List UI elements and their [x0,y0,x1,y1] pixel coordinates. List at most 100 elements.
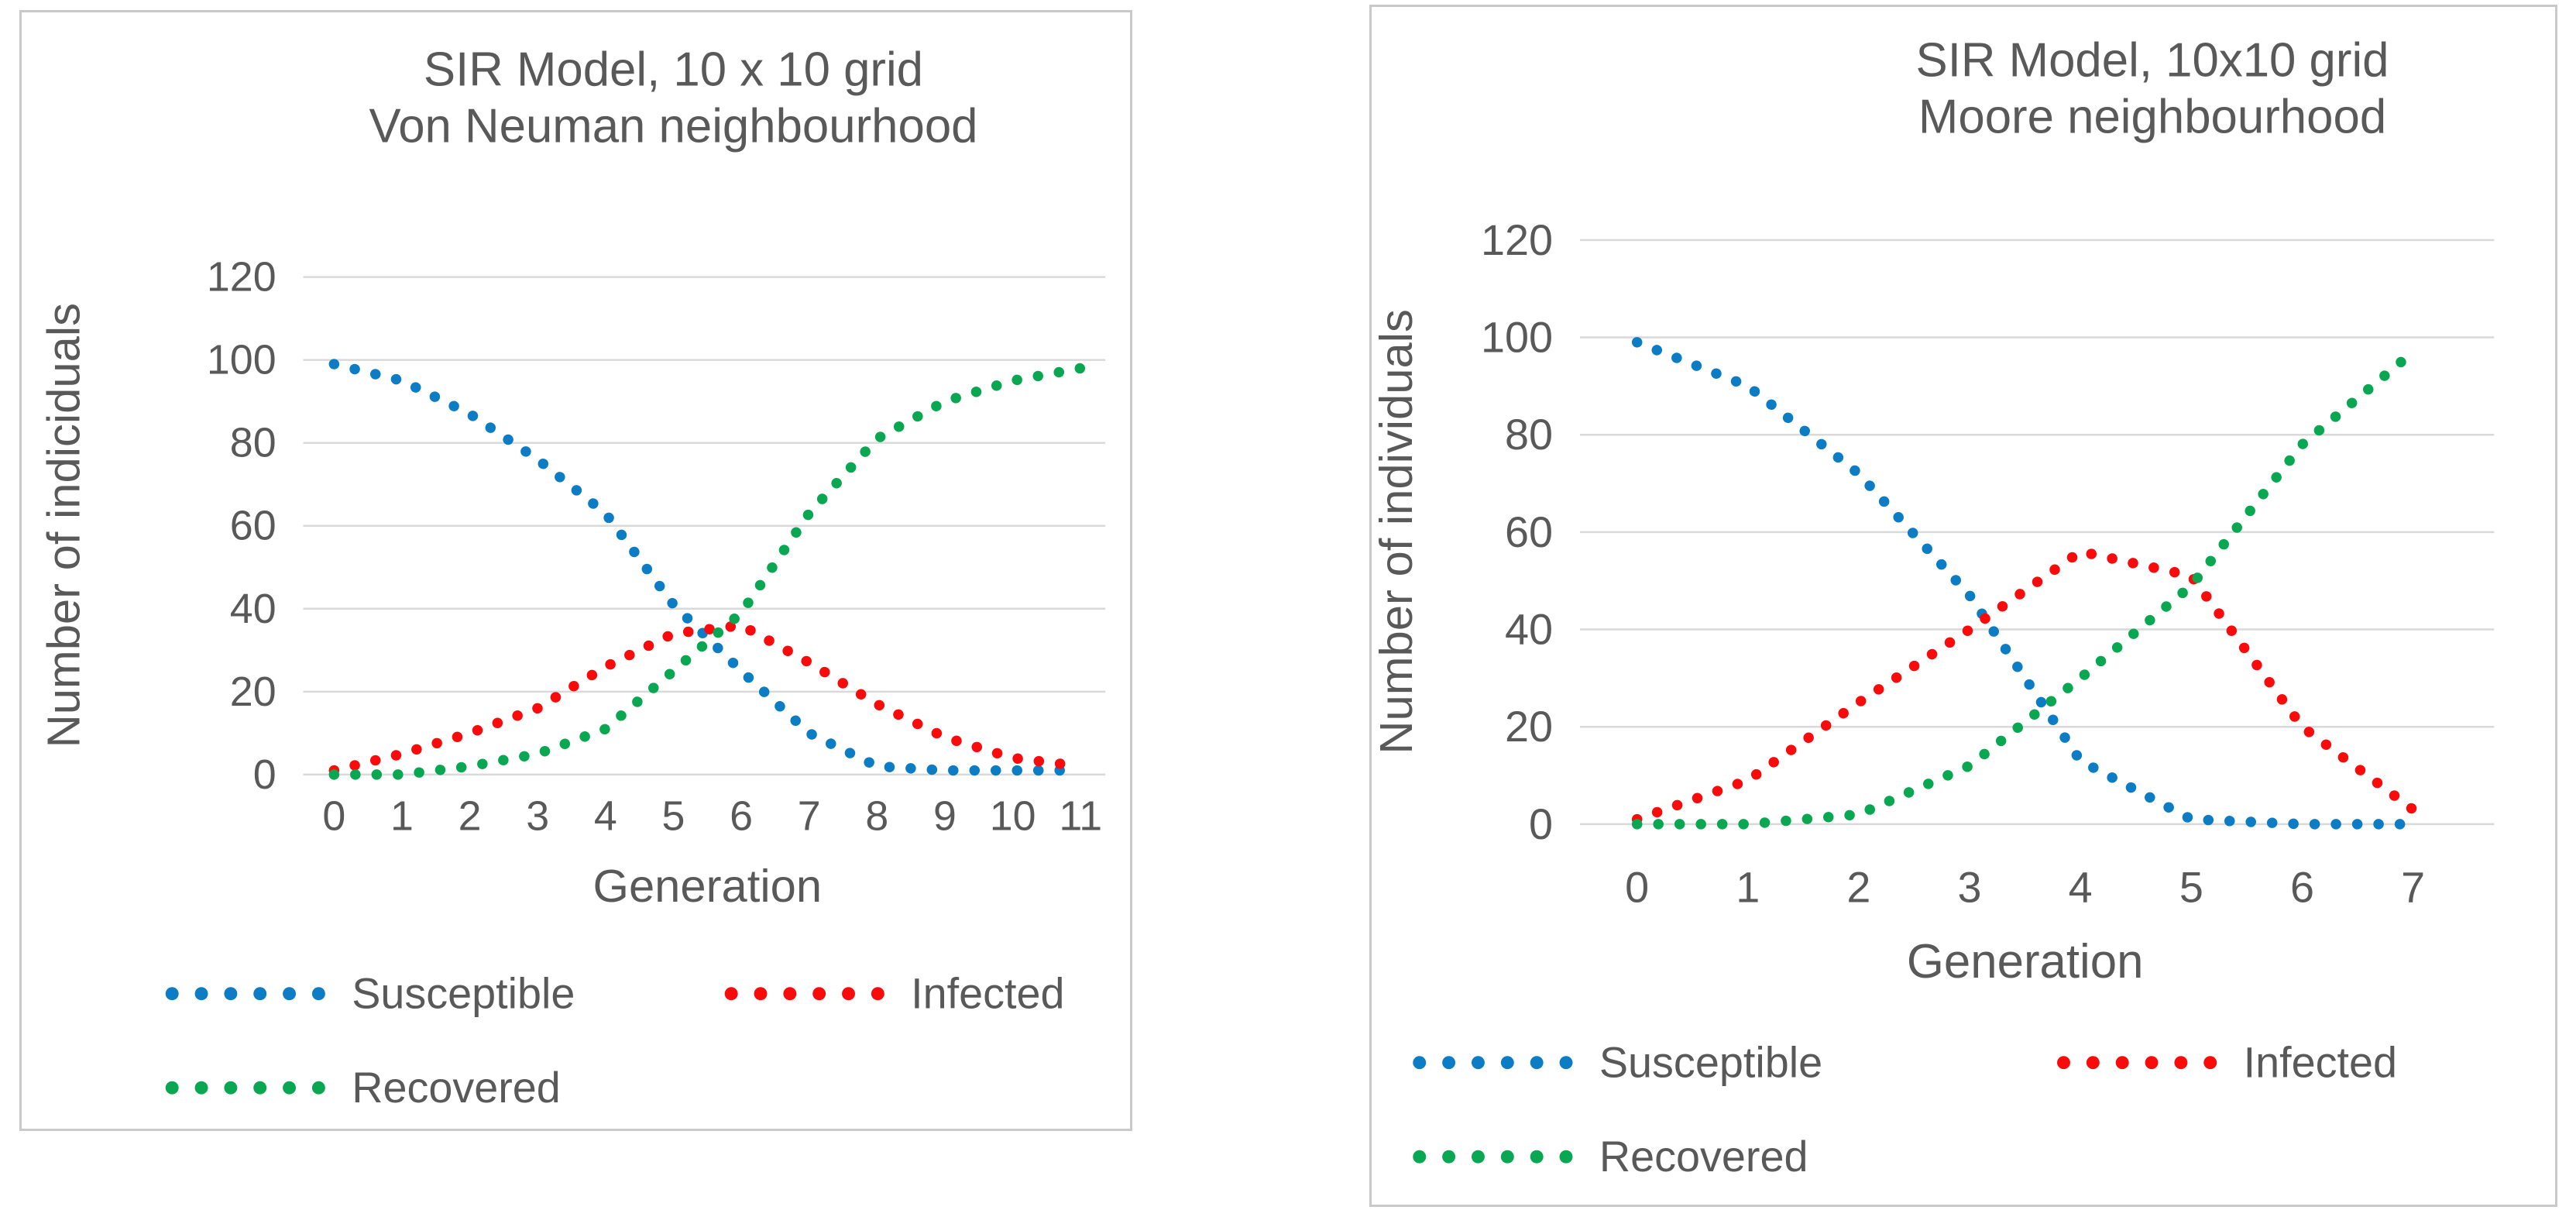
legend-dot [311,1081,325,1095]
y-axis-label: Number of indiciduals [38,303,90,748]
x-tick-label: 1 [390,793,414,840]
legend-dot [194,1081,208,1095]
legend-dot [311,987,325,1001]
y-tick-label: 120 [207,254,276,301]
chart-card-von-neumann: 0 20 40 60 80 100 120 0 1 2 3 4 5 6 7 8 9 10 11 SIR Model,… [19,10,1132,1131]
legend-dot [283,987,297,1001]
x-tick-label: 1 [1736,863,1760,911]
x-tick-label: 3 [526,793,549,840]
legend-dot [754,987,768,1001]
x-tick-label: 6 [730,793,753,840]
y-tick-label: 20 [230,669,276,715]
legend-dot [2145,1056,2159,1070]
tick-label-layer: 0 20 40 60 80 100 120 0 1 2 3 4 5 6 7 [1481,216,2425,912]
legend-dot [1413,1150,1427,1164]
legend-dot [283,1081,297,1095]
legend-label-infected: Infected [911,970,1064,1018]
x-tick-label: 8 [865,793,888,840]
y-tick-label: 0 [1529,800,1553,848]
legend-dot [812,987,826,1001]
y-tick-label: 20 [1505,703,1553,751]
legend-dot [224,987,238,1001]
legend-dot [2174,1056,2188,1070]
x-tick-label: 0 [322,793,345,840]
x-tick-label: 7 [798,793,821,840]
y-tick-label: 80 [1505,411,1553,459]
x-tick-label: 5 [662,793,685,840]
legend: Susceptible Infected Recovered [1413,1039,2397,1181]
legend-label-infected: Infected [2244,1039,2397,1087]
legend-label-susceptible: Susceptible [1599,1039,1822,1087]
legend-dot [1530,1150,1544,1164]
legend-dot [1500,1150,1514,1164]
chart-card-moore: 0 20 40 60 80 100 120 0 1 2 3 4 5 6 7 SIR Model, 10x10… [1369,5,2557,1207]
chart-title-line1: SIR Model, 10 x 10 grid [424,43,923,97]
legend-dot [165,987,179,1001]
y-tick-label: 0 [253,751,276,798]
y-tick-label: 40 [230,586,276,632]
x-tick-label: 4 [594,793,617,840]
x-axis-label: Generation [593,860,823,912]
legend-dot [2057,1056,2070,1070]
x-tick-label: 2 [1846,863,1870,911]
gridline-layer [1579,239,2495,826]
legend-dot [1413,1056,1427,1070]
x-tick-label: 9 [933,793,957,840]
gridline-layer [303,276,1106,776]
x-axis-label: Generation [1907,935,2144,988]
y-tick-label: 40 [1505,606,1553,654]
legend-swatch-susceptible [1413,1056,1573,1070]
legend-dot [1442,1056,1456,1070]
legend-dot [871,987,884,1001]
y-axis-label: Number of individuals [1372,309,1422,755]
legend-dot [1559,1150,1573,1164]
x-tick-label: 5 [2179,863,2203,911]
legend-label-susceptible: Susceptible [352,970,575,1018]
legend-dot [842,987,855,1001]
series-susceptible [328,359,1086,776]
legend-dot [1471,1150,1485,1164]
chart-title-line2: Von Neuman neighbourhood [369,99,977,153]
legend-dot [1442,1150,1456,1164]
series-recovered [1631,346,2419,830]
legend-swatch-infected [2057,1056,2217,1070]
series-infected [1631,546,2419,825]
x-tick-label: 0 [1625,863,1649,911]
y-tick-label: 100 [1481,314,1553,362]
series-susceptible [1631,337,2419,830]
y-tick-label: 80 [230,420,276,466]
legend-dot [2115,1056,2129,1070]
x-tick-label: 2 [459,793,482,840]
legend-dot [1471,1056,1485,1070]
series-layer [328,359,1086,780]
legend-dot [2203,1056,2217,1070]
x-tick-label: 4 [2069,863,2093,911]
legend-dot [165,1081,179,1095]
legend-swatch-recovered [165,1081,325,1095]
y-tick-label: 120 [1481,216,1553,264]
sir-chart-moore: 0 20 40 60 80 100 120 0 1 2 3 4 5 6 7 SIR Model, 10x10… [1372,34,2495,1181]
legend-swatch-susceptible [165,987,325,1001]
x-tick-label: 10 [990,793,1036,840]
legend-dot [2086,1056,2100,1070]
x-tick-label: 6 [2290,863,2314,911]
x-tick-label: 11 [1059,793,1102,840]
chart-title-line2: Moore neighbourhood [1918,90,2386,143]
legend-label-recovered: Recovered [352,1064,561,1112]
series-recovered [328,363,1086,780]
legend-dot [253,1081,267,1095]
y-tick-label: 60 [1505,508,1553,556]
legend-dot [1530,1056,1544,1070]
legend-dot [724,987,738,1001]
y-tick-label: 60 [230,503,276,549]
series-layer [1631,337,2419,830]
legend-label-recovered: Recovered [1599,1133,1808,1181]
legend-dot [253,987,267,1001]
legend-dot [224,1081,238,1095]
legend: Susceptible Infected Recovered [165,970,1065,1112]
legend-dot [783,987,797,1001]
legend-swatch-infected [724,987,884,1001]
series-infected [328,620,1086,776]
